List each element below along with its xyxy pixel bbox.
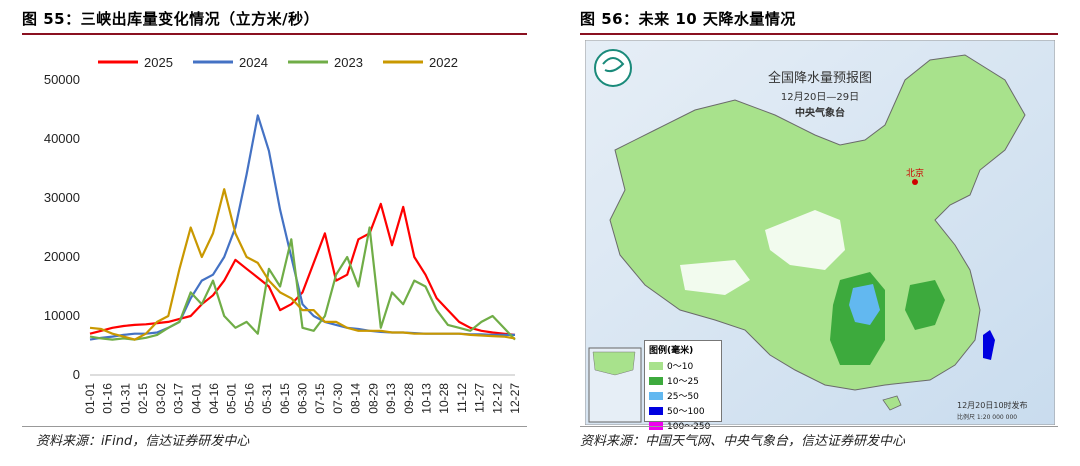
outflow-line-chart: 0 10000 20000 30000 40000 50000 01-01 01-16 01-3… [44, 55, 522, 414]
x-tick-label: 11-12 [455, 383, 469, 413]
cma-logo-swirl [602, 57, 625, 73]
legend-title: 图例(毫米) [649, 346, 694, 356]
x-tick-label: 05-31 [260, 383, 274, 414]
x-tick-label: 12-27 [508, 383, 522, 414]
y-tick-label: 30000 [44, 190, 80, 205]
y-tick-label: 0 [73, 367, 80, 382]
map-legend: 图例(毫米) 0～10 10～25 25～50 50～100 100～250 [644, 340, 722, 432]
legend-swatch [649, 391, 663, 400]
y-tick-label: 10000 [44, 308, 80, 323]
heavy-rain-area-2 [905, 280, 945, 330]
capital-label: 北京 [906, 167, 924, 179]
x-tick-label: 09-28 [402, 383, 416, 414]
x-tick-label: 04-16 [207, 383, 221, 414]
legend-label: 0～10 [667, 362, 694, 372]
legend-item: 100～250 [645, 418, 721, 433]
x-tick-label: 03-02 [154, 383, 168, 414]
right-title-rule [580, 33, 1058, 35]
left-source: 资料来源：iFind，信达证券研发中心 [36, 434, 250, 449]
map-org: 中央气象台 [795, 106, 845, 119]
x-tick-label: 07-15 [313, 383, 327, 414]
y-tick-label: 20000 [44, 249, 80, 264]
x-tick-label: 03-17 [172, 383, 186, 414]
capital-marker [912, 179, 918, 185]
legend-label-2023: 2023 [334, 55, 363, 70]
x-tick-label: 12-12 [490, 383, 504, 414]
y-tick-label: 40000 [44, 131, 80, 146]
legend-swatch [649, 361, 663, 370]
release-note: 12月20日10时发布 [957, 400, 1028, 410]
legend-item: 10～25 [645, 373, 721, 388]
precipitation-map: 全国降水量预报图 12月20日—29日 中央气象台 北京 12月20日10时发布… [585, 40, 1055, 425]
series-line-2022 [89, 188, 516, 341]
taiwan-island [983, 330, 995, 360]
dry-area-west [680, 260, 750, 295]
legend-item: 50～100 [645, 403, 721, 418]
map-title: 全国降水量预报图 [768, 70, 872, 86]
left-bottom-rule [22, 426, 527, 427]
right-figure-title: 图 56：未来 10 天降水量情况 [580, 10, 796, 28]
dry-area-north [765, 210, 845, 270]
legend-swatch [649, 406, 663, 415]
legend-item: 25～50 [645, 388, 721, 403]
x-tick-label: 08-14 [349, 383, 363, 414]
series-line-2025 [89, 202, 516, 336]
x-tick-label: 05-16 [242, 383, 256, 414]
legend-label: 25～50 [667, 392, 699, 402]
series-line-2023 [89, 226, 516, 341]
x-tick-label: 06-15 [278, 383, 292, 414]
x-tick-label: 05-01 [225, 383, 239, 414]
moderate-rain-area [849, 284, 880, 325]
legend-label: 10～25 [667, 377, 699, 387]
scale-note: 比例尺 1:20 000 000 [957, 413, 1017, 421]
hainan-island [882, 395, 902, 411]
x-tick-label: 08-29 [366, 383, 380, 414]
x-tick-label: 10-28 [437, 383, 451, 414]
x-tick-label: 02-15 [136, 383, 150, 414]
legend-item: 0～10 [645, 358, 721, 373]
legend-label-2025: 2025 [144, 55, 173, 70]
x-tick-label: 01-01 [83, 383, 97, 414]
left-figure-title: 图 55：三峡出库量变化情况（立方米/秒） [22, 10, 320, 28]
x-tick-label: 10-13 [419, 383, 433, 414]
legend-label: 100～250 [667, 422, 711, 432]
legend-label: 50～100 [667, 407, 705, 417]
legend-label-2022: 2022 [429, 55, 458, 70]
series-line-2024 [89, 114, 515, 341]
x-tick-label: 11-27 [473, 383, 487, 413]
south-sea-inset-land [592, 351, 636, 376]
x-tick-label: 09-13 [384, 383, 398, 414]
legend-swatch [649, 376, 663, 385]
cma-logo [594, 49, 632, 87]
left-title-rule [22, 33, 527, 35]
y-tick-label: 50000 [44, 72, 80, 87]
right-bottom-rule [580, 426, 1058, 427]
x-tick-label: 07-30 [331, 383, 345, 414]
map-subtitle: 12月20日—29日 [781, 91, 859, 103]
x-tick-label: 01-31 [118, 383, 132, 414]
right-source: 资料来源：中国天气网、中央气象台，信达证券研发中心 [580, 434, 906, 449]
legend-label-2024: 2024 [239, 55, 268, 70]
x-tick-label: 04-01 [189, 383, 203, 414]
x-tick-label: 01-16 [101, 383, 115, 414]
x-tick-label: 06-30 [296, 383, 310, 414]
legend-swatch [649, 421, 663, 430]
